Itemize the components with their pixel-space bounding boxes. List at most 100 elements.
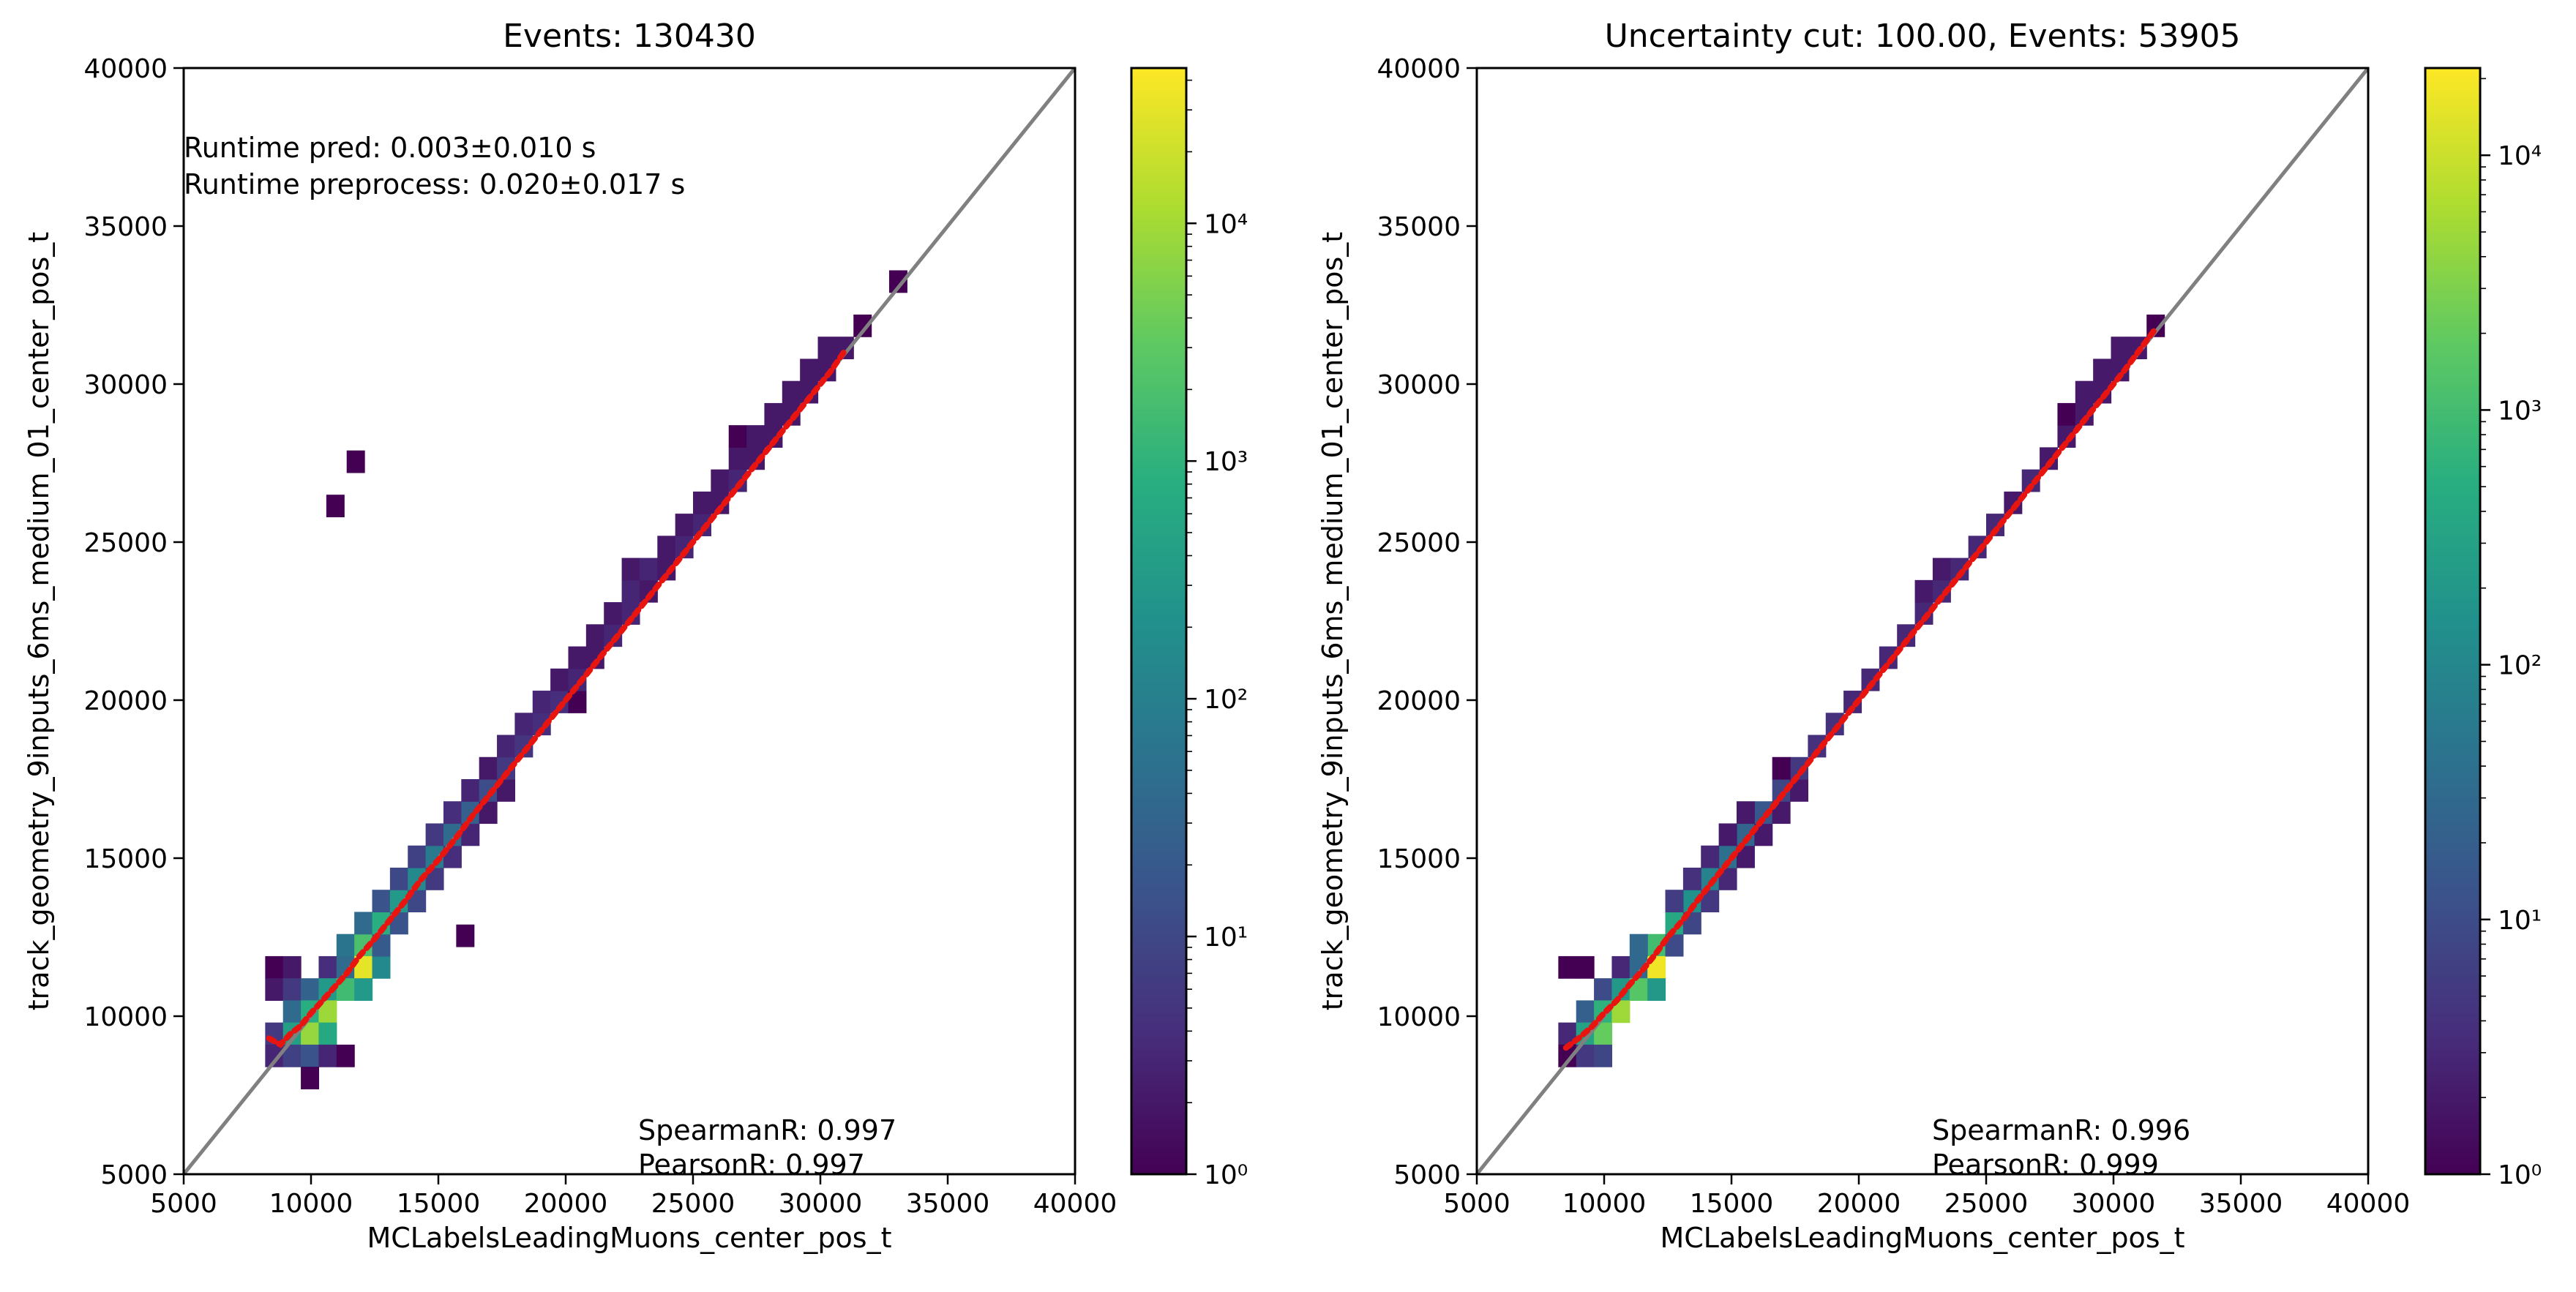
heatmap-bin xyxy=(1594,978,1613,1001)
left-x-axis-label: MCLabelsLeadingMuons_center_pos_t xyxy=(367,1222,891,1254)
right-panel: Uncertainty cut: 100.00, Events: 53905 5… xyxy=(1317,18,2410,1254)
heatmap-bin xyxy=(800,358,819,382)
colorbar-tick-label: 10¹ xyxy=(1204,923,1248,953)
right-pearson-label: PearsonR: 0.999 xyxy=(1932,1149,2159,1181)
heatmap-bin xyxy=(372,955,391,979)
heatmap-bin xyxy=(2075,380,2094,404)
left-profile-line xyxy=(266,346,849,1048)
right-plot-frame xyxy=(1475,67,2370,1176)
x-tick-label: 10000 xyxy=(1562,1189,1647,1219)
heatmap-bin xyxy=(550,668,569,691)
left-chart-title: Events: 130430 xyxy=(503,18,756,55)
y-tick-label: 35000 xyxy=(1377,212,1461,242)
heatmap-bin xyxy=(336,1044,355,1067)
heatmap-bin xyxy=(301,1044,320,1067)
heatmap-bin xyxy=(693,491,711,514)
heatmap-bin xyxy=(318,1022,337,1045)
heatmap-bin xyxy=(301,1067,320,1089)
y-tick-label: 10000 xyxy=(1377,1002,1461,1032)
heatmap-bin xyxy=(354,912,373,935)
heatmap-bin xyxy=(1558,955,1577,979)
x-tick-label: 40000 xyxy=(1033,1189,1117,1219)
heatmap-bin xyxy=(318,955,337,979)
heatmap-bin xyxy=(817,337,836,360)
heatmap-bin xyxy=(336,934,355,957)
x-tick-label: 35000 xyxy=(2199,1189,2283,1219)
heatmap-bin xyxy=(764,402,783,426)
heatmap-bin xyxy=(346,450,365,473)
heatmap-bin xyxy=(1576,1000,1595,1024)
heatmap-bin xyxy=(354,978,373,1001)
x-tick-label: 5000 xyxy=(150,1189,217,1219)
x-tick-label: 15000 xyxy=(397,1189,481,1219)
left-x-axis-ticks: 5000 10000 15000 20000 25000 30000 35000 40000 xyxy=(150,1174,1117,1219)
heatmap-bin xyxy=(1629,934,1648,957)
left-colorbar: 10⁰ 10¹ 10² 10³ 10⁴ xyxy=(1130,67,1248,1190)
heatmap-bin xyxy=(585,624,604,647)
x-tick-label: 40000 xyxy=(2326,1189,2411,1219)
heatmap-bin xyxy=(1932,557,1951,581)
heatmap-bin xyxy=(728,447,747,470)
right-heatmap-bins xyxy=(1558,314,2165,1067)
heatmap-bin xyxy=(514,713,533,736)
heatmap-bin xyxy=(425,823,444,846)
heatmap-bin xyxy=(675,514,694,536)
heatmap-bin xyxy=(639,557,658,581)
colorbar-tick-label: 10⁴ xyxy=(2498,141,2542,171)
heatmap-bin xyxy=(621,557,640,581)
y-tick-label: 25000 xyxy=(1377,528,1461,558)
x-tick-label: 5000 xyxy=(1443,1189,1510,1219)
mean-profile-line xyxy=(266,346,849,1048)
x-tick-label: 35000 xyxy=(906,1189,990,1219)
heatmap-bin xyxy=(282,955,302,979)
colorbar-tick-label: 10³ xyxy=(1204,447,1248,477)
heatmap-bin xyxy=(372,890,391,913)
colorbar-tick-label: 10² xyxy=(1204,685,1248,715)
x-tick-label: 25000 xyxy=(651,1189,735,1219)
y-tick-label: 40000 xyxy=(1377,54,1461,84)
heatmap-bin xyxy=(497,735,515,758)
left-y-axis-ticks: 5000 10000 15000 20000 25000 30000 35000 40000 xyxy=(83,54,184,1190)
heatmap-bin xyxy=(1665,890,1684,913)
left-plot-frame xyxy=(182,67,1077,1176)
heatmap-bin xyxy=(1718,823,1737,846)
heatmap-bin xyxy=(1594,1044,1613,1067)
y-tick-label: 30000 xyxy=(83,370,168,400)
heatmap-bin xyxy=(461,779,480,802)
colorbar-tick-label: 10¹ xyxy=(2498,906,2542,936)
heatmap-bin xyxy=(479,756,498,780)
colorbar-tick-label: 10⁰ xyxy=(2498,1160,2542,1190)
heatmap-bin xyxy=(301,978,320,1001)
right-profile-line xyxy=(1562,327,2157,1051)
colorbar-tick-label: 10² xyxy=(2498,651,2542,681)
left-runtime-preprocess: Runtime preprocess: 0.020±0.017 s xyxy=(184,168,685,200)
x-tick-label: 20000 xyxy=(1817,1189,1901,1219)
heatmap-bin xyxy=(456,924,475,947)
heatmap-bin xyxy=(1576,955,1595,979)
heatmap-bin xyxy=(2093,358,2112,382)
y-tick-label: 25000 xyxy=(83,528,168,558)
left-colorbar-ticks: 10⁰ 10¹ 10² 10³ 10⁴ xyxy=(1186,79,1248,1190)
x-tick-label: 30000 xyxy=(2072,1189,2156,1219)
heatmap-bin xyxy=(1682,867,1701,890)
y-tick-label: 20000 xyxy=(1377,686,1461,716)
colorbar-tick-label: 10⁰ xyxy=(1204,1160,1248,1190)
right-y-axis-label: track_geometry_9inputs_6ms_medium_01_cen… xyxy=(1317,232,1349,1010)
left-colorbar-gradient xyxy=(1130,67,1188,1176)
heatmap-bin xyxy=(782,380,801,404)
heatmap-bin xyxy=(2057,402,2076,426)
right-y-axis-ticks: 5000 10000 15000 20000 25000 30000 35000 40000 xyxy=(1377,54,1477,1190)
left-pearson-label: PearsonR: 0.997 xyxy=(638,1149,865,1181)
heatmap-bin xyxy=(711,469,730,492)
right-colorbar-ticks: 10⁰ 10¹ 10² 10³ 10⁴ xyxy=(2480,78,2542,1190)
y-tick-label: 15000 xyxy=(83,844,168,874)
colorbar-tick-label: 10⁴ xyxy=(1204,209,1248,239)
heatmap-bin xyxy=(282,1000,302,1024)
right-chart-title: Uncertainty cut: 100.00, Events: 53905 xyxy=(1605,18,2241,55)
heatmap-bin xyxy=(604,602,623,625)
right-x-axis-ticks: 5000 10000 15000 20000 25000 30000 35000 40000 xyxy=(1443,1174,2410,1219)
heatmap-bin xyxy=(657,536,676,559)
x-tick-label: 20000 xyxy=(524,1189,608,1219)
heatmap-bin xyxy=(326,495,345,518)
heatmap-bin xyxy=(2111,337,2130,360)
